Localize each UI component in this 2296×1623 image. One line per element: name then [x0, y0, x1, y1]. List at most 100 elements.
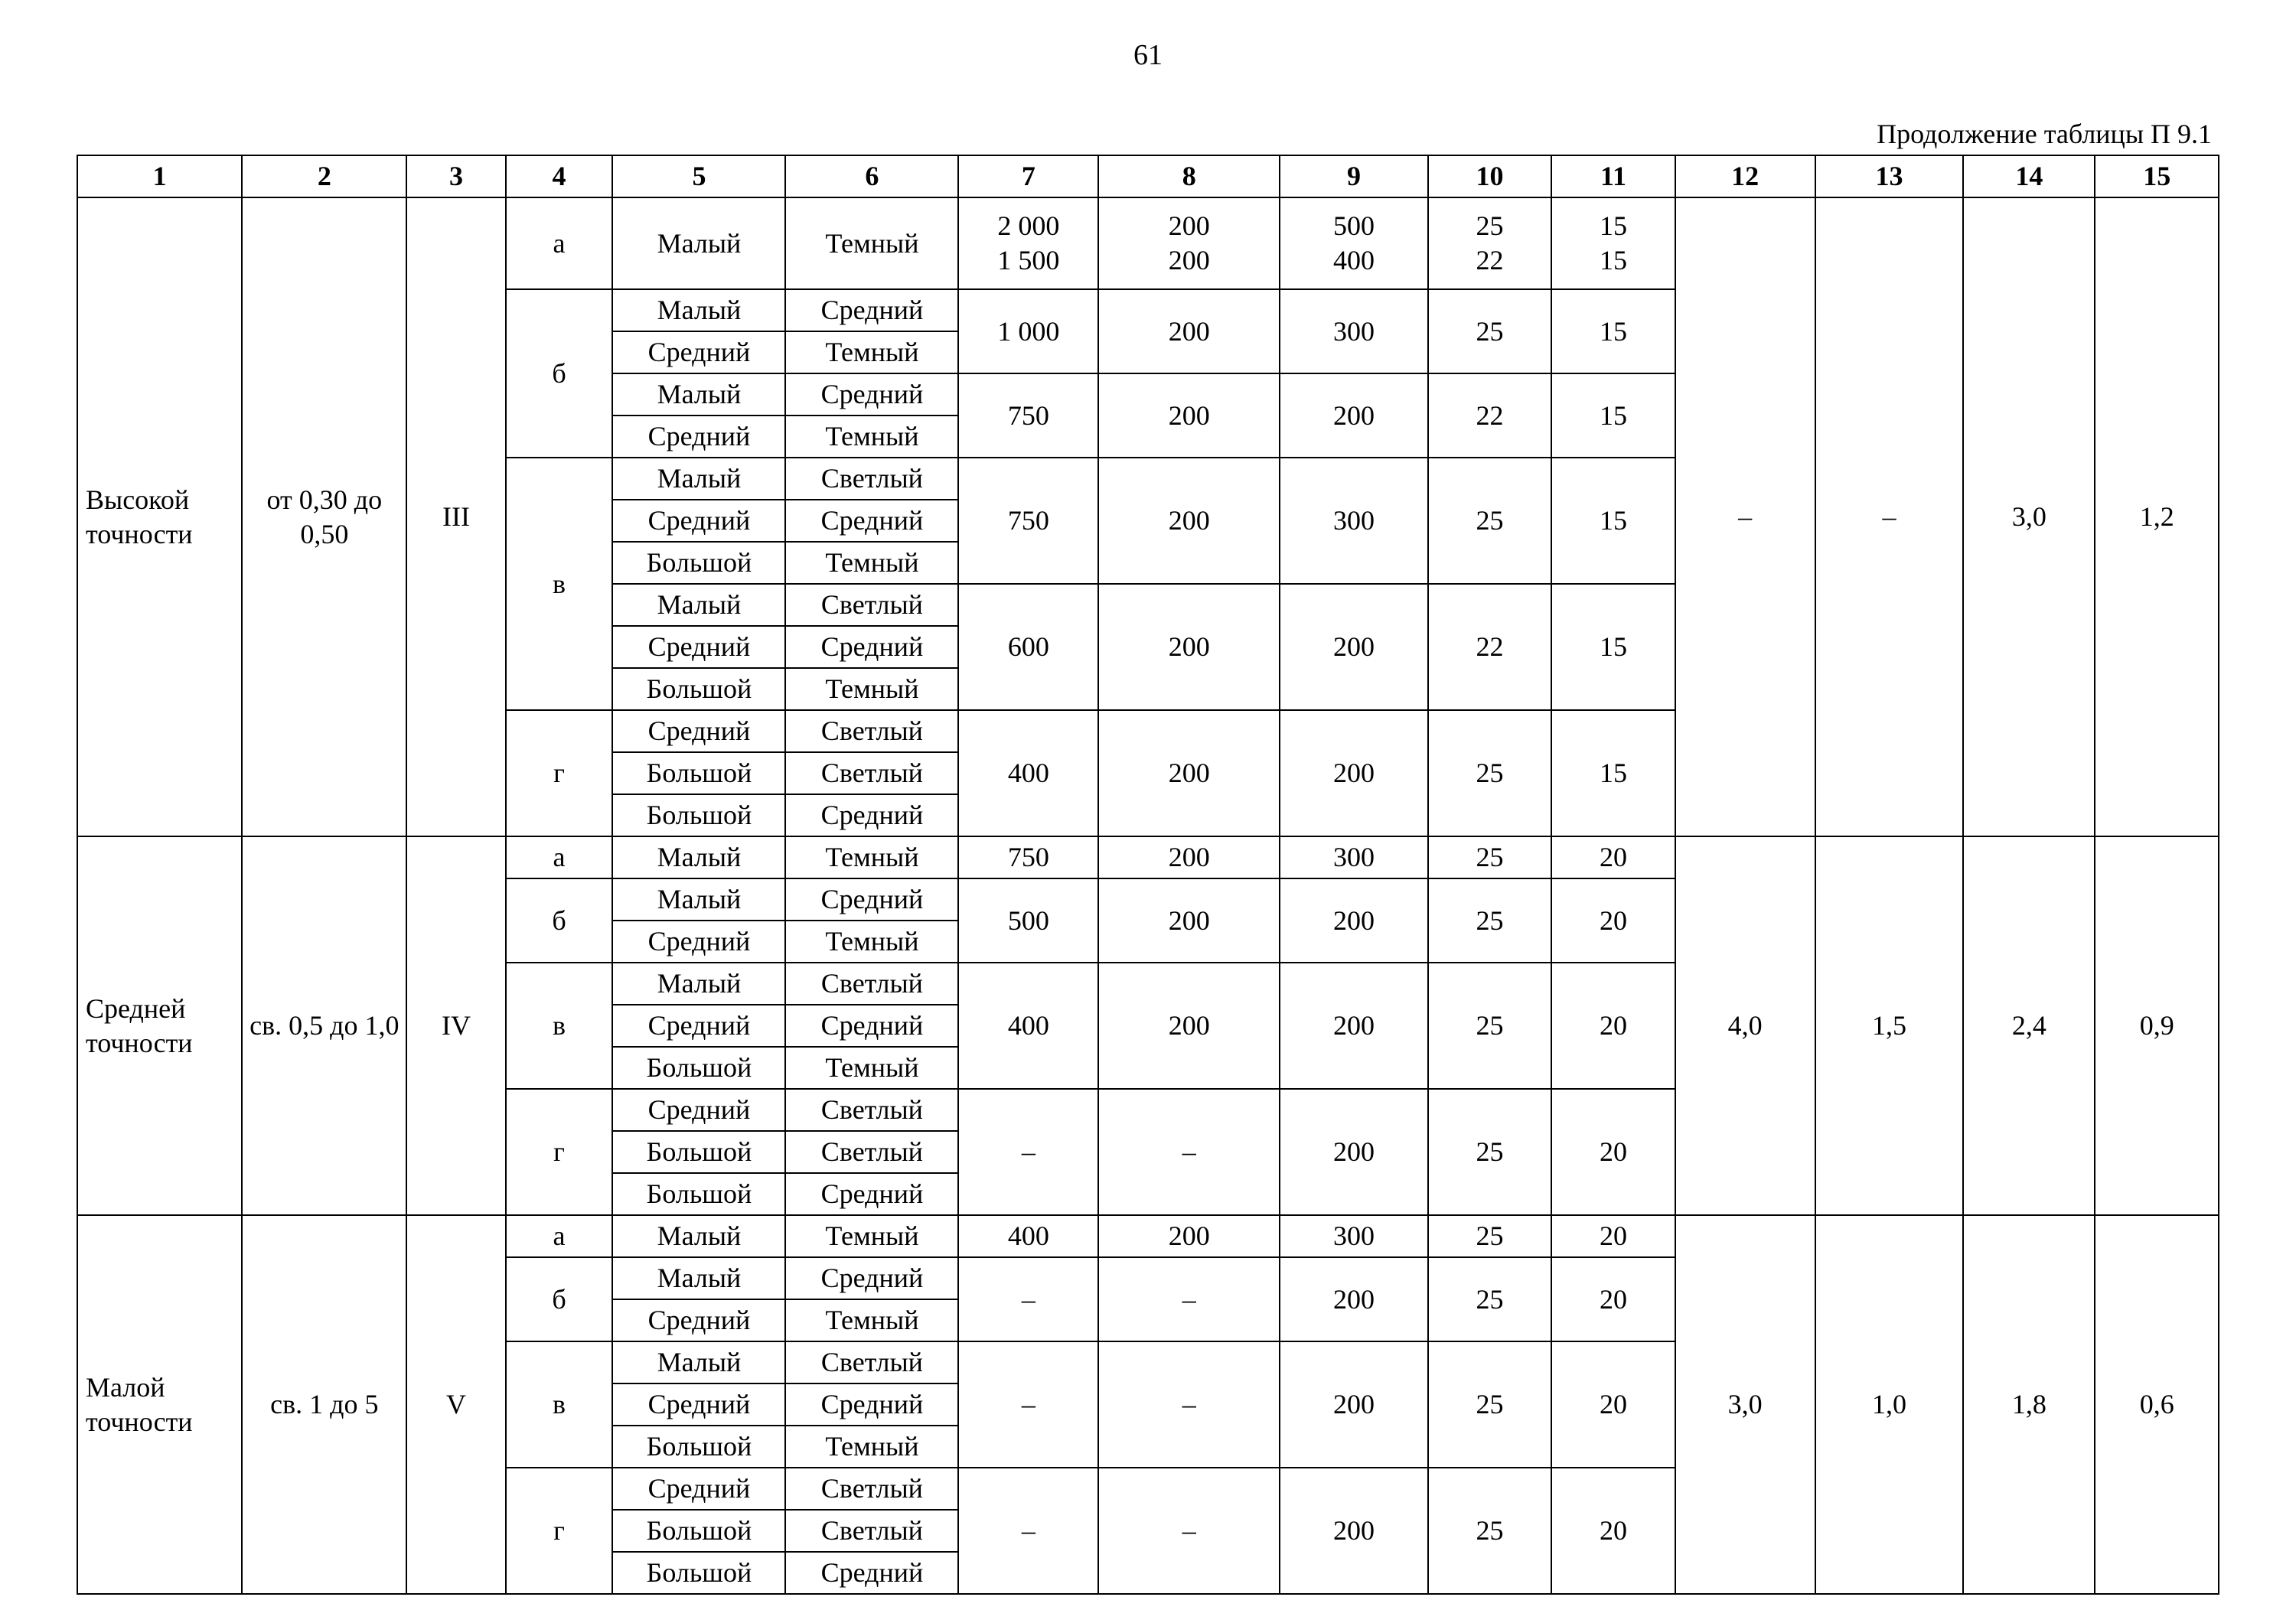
cell: Средний [612, 416, 785, 458]
cell: 750 [958, 836, 1098, 878]
cell: 15 [1551, 458, 1675, 584]
cell: 20 [1551, 1089, 1675, 1215]
cell: Темный [785, 197, 958, 289]
sub-letter: г [506, 710, 613, 836]
cell: 25 [1428, 458, 1551, 584]
cell: Темный [785, 668, 958, 710]
table-row: Средней точности св. 0,5 до 1,0 IV а Мал… [77, 836, 2219, 878]
cell: 20 [1551, 836, 1675, 878]
cell: – [958, 1089, 1098, 1215]
cell: 200 [1098, 584, 1280, 710]
sub-letter: в [506, 458, 613, 710]
cell: 25 [1428, 1257, 1551, 1341]
cell: Большой [612, 752, 785, 794]
cell: Средний [612, 1383, 785, 1426]
cell: 200 200 [1098, 197, 1280, 289]
cell: 200 [1098, 1215, 1280, 1257]
size-range: св. 1 до 5 [242, 1215, 406, 1594]
cell: 22 [1428, 584, 1551, 710]
size-range: от 0,30 до 0,50 [242, 197, 406, 836]
cell: Малый [612, 1215, 785, 1257]
cell: Светлый [785, 1510, 958, 1552]
cell: 2,4 [1963, 836, 2095, 1215]
cell: Светлый [785, 752, 958, 794]
cell: Средний [612, 710, 785, 752]
cell: 1,0 [1815, 1215, 1964, 1594]
cell: 15 [1551, 373, 1675, 458]
cell: 1,5 [1815, 836, 1964, 1215]
cell: 200 [1098, 878, 1280, 963]
cell: 200 [1280, 1468, 1428, 1594]
cell: Средний [785, 1173, 958, 1215]
cell: Светлый [785, 963, 958, 1005]
table-row: Высокой точности от 0,30 до 0,50 III а М… [77, 197, 2219, 289]
cell: 20 [1551, 1257, 1675, 1341]
cell: Большой [612, 1047, 785, 1089]
sub-letter: г [506, 1089, 613, 1215]
cell: 200 [1280, 1089, 1428, 1215]
cell: Малый [612, 458, 785, 500]
table-row: Малой точности св. 1 до 5 V а Малый Темн… [77, 1215, 2219, 1257]
cell: – [958, 1341, 1098, 1468]
sub-letter: а [506, 1215, 613, 1257]
cell: 0,6 [2095, 1215, 2219, 1594]
col-header: 6 [785, 155, 958, 197]
cell: 300 [1280, 289, 1428, 373]
category: V [406, 1215, 505, 1594]
cell: 25 [1428, 878, 1551, 963]
cell: Светлый [785, 1089, 958, 1131]
sub-letter: б [506, 289, 613, 458]
cell: 200 [1098, 373, 1280, 458]
cell: 200 [1280, 963, 1428, 1089]
cell: – [1098, 1341, 1280, 1468]
cell: 750 [958, 458, 1098, 584]
cell: 300 [1280, 1215, 1428, 1257]
cell: Большой [612, 1426, 785, 1468]
cell: 200 [1280, 1341, 1428, 1468]
cell: – [958, 1257, 1098, 1341]
col-header: 1 [77, 155, 242, 197]
cell: 3,0 [1963, 197, 2095, 836]
cell: 200 [1098, 963, 1280, 1089]
cell: 25 [1428, 1089, 1551, 1215]
cell: 200 [1098, 458, 1280, 584]
cell: Малый [612, 836, 785, 878]
cell: Большой [612, 1510, 785, 1552]
category: III [406, 197, 505, 836]
sub-letter: в [506, 963, 613, 1089]
cell: Средний [612, 1299, 785, 1341]
cell: 200 [1280, 710, 1428, 836]
col-header: 2 [242, 155, 406, 197]
cell: 20 [1551, 963, 1675, 1089]
cell: 300 [1280, 836, 1428, 878]
cell: Малый [612, 1341, 785, 1383]
cell: Большой [612, 668, 785, 710]
col-header: 4 [506, 155, 613, 197]
col-header: 11 [1551, 155, 1675, 197]
cell: 200 [1280, 1257, 1428, 1341]
table-header-row: 1 2 3 4 5 6 7 8 9 10 11 12 13 14 15 [77, 155, 2219, 197]
cell: Большой [612, 1173, 785, 1215]
cell: 300 [1280, 458, 1428, 584]
cell: Темный [785, 1426, 958, 1468]
cell: 4,0 [1675, 836, 1815, 1215]
size-range: св. 0,5 до 1,0 [242, 836, 406, 1215]
cell: – [958, 1468, 1098, 1594]
col-header: 9 [1280, 155, 1428, 197]
cell: 15 [1551, 710, 1675, 836]
cell: 20 [1551, 1341, 1675, 1468]
cell: Большой [612, 542, 785, 584]
col-header: 15 [2095, 155, 2219, 197]
cell: Малый [612, 878, 785, 921]
cell: Средний [785, 373, 958, 416]
cell: 25 [1428, 963, 1551, 1089]
cell: Темный [785, 1047, 958, 1089]
precision-name: Малой точности [77, 1215, 242, 1594]
cell: 200 [1098, 710, 1280, 836]
cell: 200 [1098, 836, 1280, 878]
col-header: 5 [612, 155, 785, 197]
col-header: 13 [1815, 155, 1964, 197]
page-container: 61 Продолжение таблицы П 9.1 1 2 3 4 5 6… [77, 38, 2219, 1595]
cell: Малый [612, 197, 785, 289]
sub-letter: в [506, 1341, 613, 1468]
